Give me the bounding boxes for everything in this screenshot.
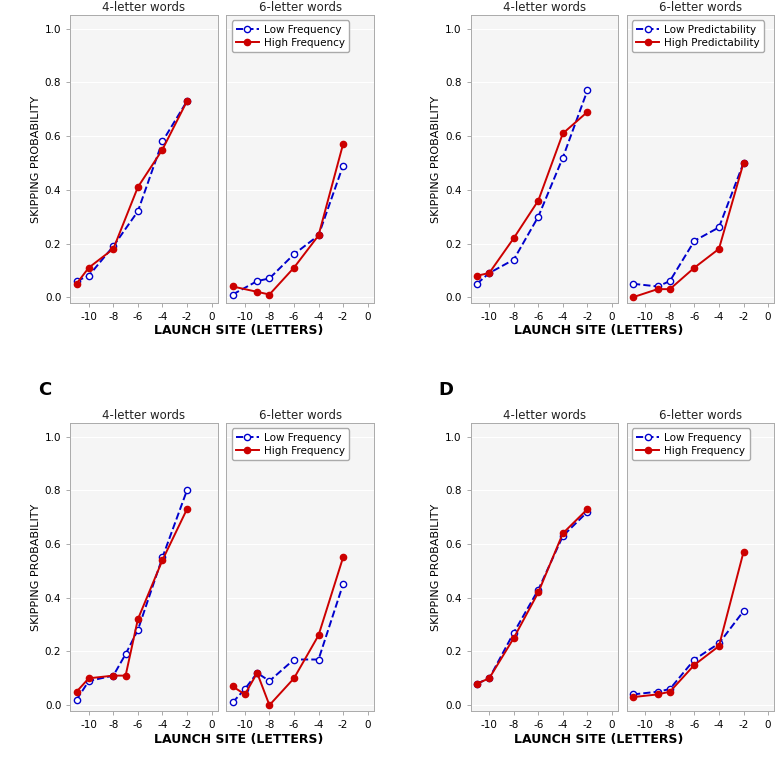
Text: D: D <box>439 380 454 399</box>
Title: 4-letter words: 4-letter words <box>503 1 586 14</box>
Text: LAUNCH SITE (LETTERS): LAUNCH SITE (LETTERS) <box>514 733 683 746</box>
Title: 6-letter words: 6-letter words <box>259 409 342 422</box>
Text: C: C <box>38 380 52 399</box>
Title: 4-letter words: 4-letter words <box>503 409 586 422</box>
Title: 4-letter words: 4-letter words <box>102 1 185 14</box>
Title: 6-letter words: 6-letter words <box>659 1 742 14</box>
Title: 6-letter words: 6-letter words <box>659 409 742 422</box>
Y-axis label: SKIPPING PROBABILITY: SKIPPING PROBABILITY <box>431 503 441 630</box>
Text: LAUNCH SITE (LETTERS): LAUNCH SITE (LETTERS) <box>154 324 323 338</box>
Title: 6-letter words: 6-letter words <box>259 1 342 14</box>
Legend: Low Predictability, High Predictability: Low Predictability, High Predictability <box>632 21 764 52</box>
Legend: Low Frequency, High Frequency: Low Frequency, High Frequency <box>231 429 349 460</box>
Y-axis label: SKIPPING PROBABILITY: SKIPPING PROBABILITY <box>30 503 41 630</box>
Text: LAUNCH SITE (LETTERS): LAUNCH SITE (LETTERS) <box>514 324 683 338</box>
Y-axis label: SKIPPING PROBABILITY: SKIPPING PROBABILITY <box>30 96 41 222</box>
Legend: Low Frequency, High Frequency: Low Frequency, High Frequency <box>231 21 349 52</box>
Title: 4-letter words: 4-letter words <box>102 409 185 422</box>
Y-axis label: SKIPPING PROBABILITY: SKIPPING PROBABILITY <box>431 96 441 222</box>
Text: LAUNCH SITE (LETTERS): LAUNCH SITE (LETTERS) <box>154 733 323 746</box>
Legend: Low Frequency, High Frequency: Low Frequency, High Frequency <box>632 429 750 460</box>
